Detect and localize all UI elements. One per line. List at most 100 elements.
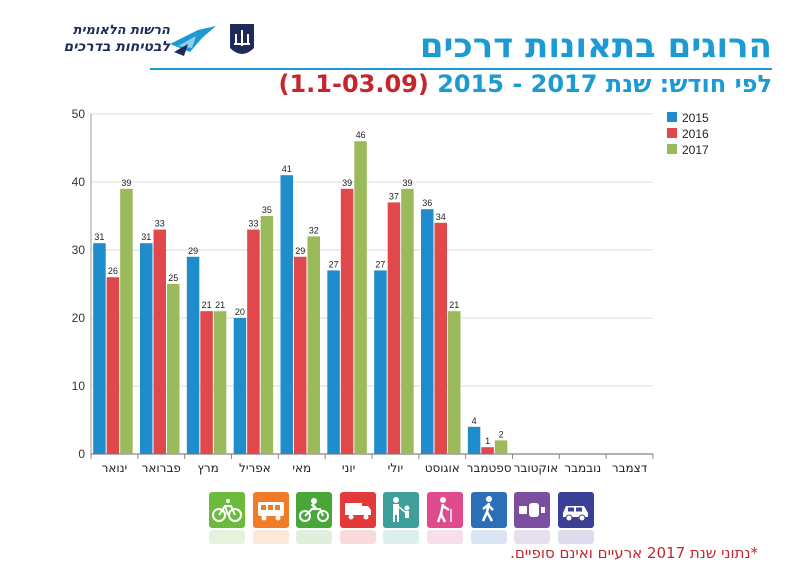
icon-reflection — [557, 530, 594, 544]
y-tick-label: 50 — [72, 107, 86, 121]
bar-2017 — [401, 188, 414, 455]
data-label: 1 — [485, 436, 490, 446]
data-label: 33 — [155, 219, 165, 229]
bar-2015 — [374, 270, 387, 454]
elderly-pedestrian-icon — [427, 492, 463, 528]
x-tick-label: ספטמבר — [467, 461, 512, 475]
pedestrian-with-child-icon — [383, 492, 420, 528]
title-divider — [150, 68, 772, 70]
y-tick-label: 0 — [78, 447, 85, 461]
logo-text: הרשות הלאומית לבטיחות בדרכים — [20, 22, 171, 56]
legend-label-2015: 2015 — [682, 111, 709, 125]
bar-2015 — [467, 426, 481, 454]
bar-2015 — [233, 318, 247, 454]
bar-2017 — [307, 236, 320, 454]
icon-reflection — [470, 530, 507, 544]
legend-label-2016: 2016 — [682, 127, 709, 141]
data-label: 27 — [375, 259, 385, 269]
bar-2017 — [213, 311, 227, 454]
bar-2016 — [153, 229, 166, 454]
data-label: 31 — [94, 232, 104, 242]
car-icon — [557, 492, 594, 528]
legend-label-2017: 2017 — [682, 143, 709, 157]
bar-2016 — [340, 188, 354, 455]
data-label: 36 — [422, 198, 432, 208]
data-label: 46 — [356, 130, 366, 140]
chart-subtitle: לפי חודש: שנת 2017 - 2015 (1.1-03.09) — [279, 70, 773, 98]
data-label: 26 — [108, 266, 118, 276]
bar-2016 — [387, 202, 401, 454]
y-tick-label: 40 — [72, 175, 86, 189]
data-label: 39 — [402, 178, 412, 188]
bar-2016 — [106, 277, 120, 454]
icon-reflection — [209, 530, 245, 544]
motorcycle-icon — [296, 492, 333, 528]
x-tick-label: מאי — [292, 461, 311, 475]
bird-logo-icon — [170, 26, 216, 56]
x-tick-label: נובמבר — [564, 461, 601, 475]
legend-swatch-2016 — [667, 128, 677, 138]
data-label: 41 — [282, 164, 292, 174]
data-label: 29 — [295, 246, 305, 256]
data-label: 4 — [472, 416, 477, 426]
bar-2016 — [481, 447, 494, 454]
logo-line2: לבטיחות בדרכים — [63, 39, 171, 55]
bar-2016 — [294, 256, 307, 454]
bar-2017 — [354, 141, 367, 454]
bar-2015 — [421, 209, 434, 454]
bicycle-icon — [209, 492, 245, 528]
y-tick-label: 20 — [72, 311, 86, 325]
bar-2015 — [327, 270, 340, 454]
x-tick-label: דצמבר — [612, 461, 648, 475]
x-tick-label: פברואר — [142, 461, 181, 475]
pedestrian-icon — [470, 492, 507, 528]
bus-icon — [252, 492, 289, 528]
data-label: 33 — [248, 219, 258, 229]
data-label: 35 — [262, 205, 272, 215]
subtitle-text: לפי חודש: שנת 2017 - 2015 — [428, 70, 772, 98]
bar-2017 — [120, 188, 133, 455]
data-label: 25 — [168, 273, 178, 283]
data-label: 21 — [449, 300, 459, 310]
nrsa-logo: הרשות הלאומית לבטיחות בדרכים — [20, 22, 280, 64]
x-tick-label: אפריל — [239, 461, 271, 475]
bar-2015 — [140, 243, 153, 454]
x-tick-label: מרץ — [197, 461, 218, 475]
data-label: 21 — [215, 300, 225, 310]
road-user-icons — [209, 492, 594, 544]
icon-reflection — [252, 530, 289, 544]
data-label: 37 — [389, 191, 399, 201]
bar-2016 — [434, 222, 447, 454]
x-tick-label: יוני — [342, 461, 355, 475]
x-tick-label: ינואר — [102, 461, 128, 475]
state-emblem-icon — [230, 24, 254, 54]
data-label: 2 — [499, 429, 504, 439]
data-label: 39 — [342, 178, 352, 188]
bar-2017 — [260, 216, 274, 454]
y-tick-label: 10 — [72, 379, 86, 393]
data-label: 31 — [141, 232, 151, 242]
page-title: הרוגים בתאונות דרכים — [419, 26, 772, 66]
icon-reflection — [514, 530, 551, 544]
x-tick-label: אוגוסט — [425, 461, 460, 475]
icon-reflection — [339, 530, 376, 544]
data-label: 34 — [436, 212, 446, 222]
bar-2017 — [448, 311, 461, 454]
bar-2017 — [167, 284, 180, 454]
data-label: 29 — [188, 246, 198, 256]
bar-2015 — [93, 243, 106, 454]
y-tick-label: 30 — [72, 243, 86, 257]
data-label: 32 — [309, 225, 319, 235]
footnote: *נתוני שנת 2017 ארעיים ואינם סופיים. — [510, 544, 758, 562]
x-tick-label: יולי — [388, 461, 403, 475]
bar-2016 — [200, 311, 213, 454]
icon-reflection — [383, 530, 420, 544]
subtitle-date-range: (1.1-03.09) — [278, 70, 429, 98]
bar-2015 — [280, 175, 293, 454]
bar-2016 — [247, 229, 260, 454]
legend-swatch-2015 — [667, 112, 677, 122]
x-tick-label: אוקטובר — [514, 461, 559, 475]
icon-reflection — [296, 530, 333, 544]
data-label: 27 — [329, 259, 339, 269]
